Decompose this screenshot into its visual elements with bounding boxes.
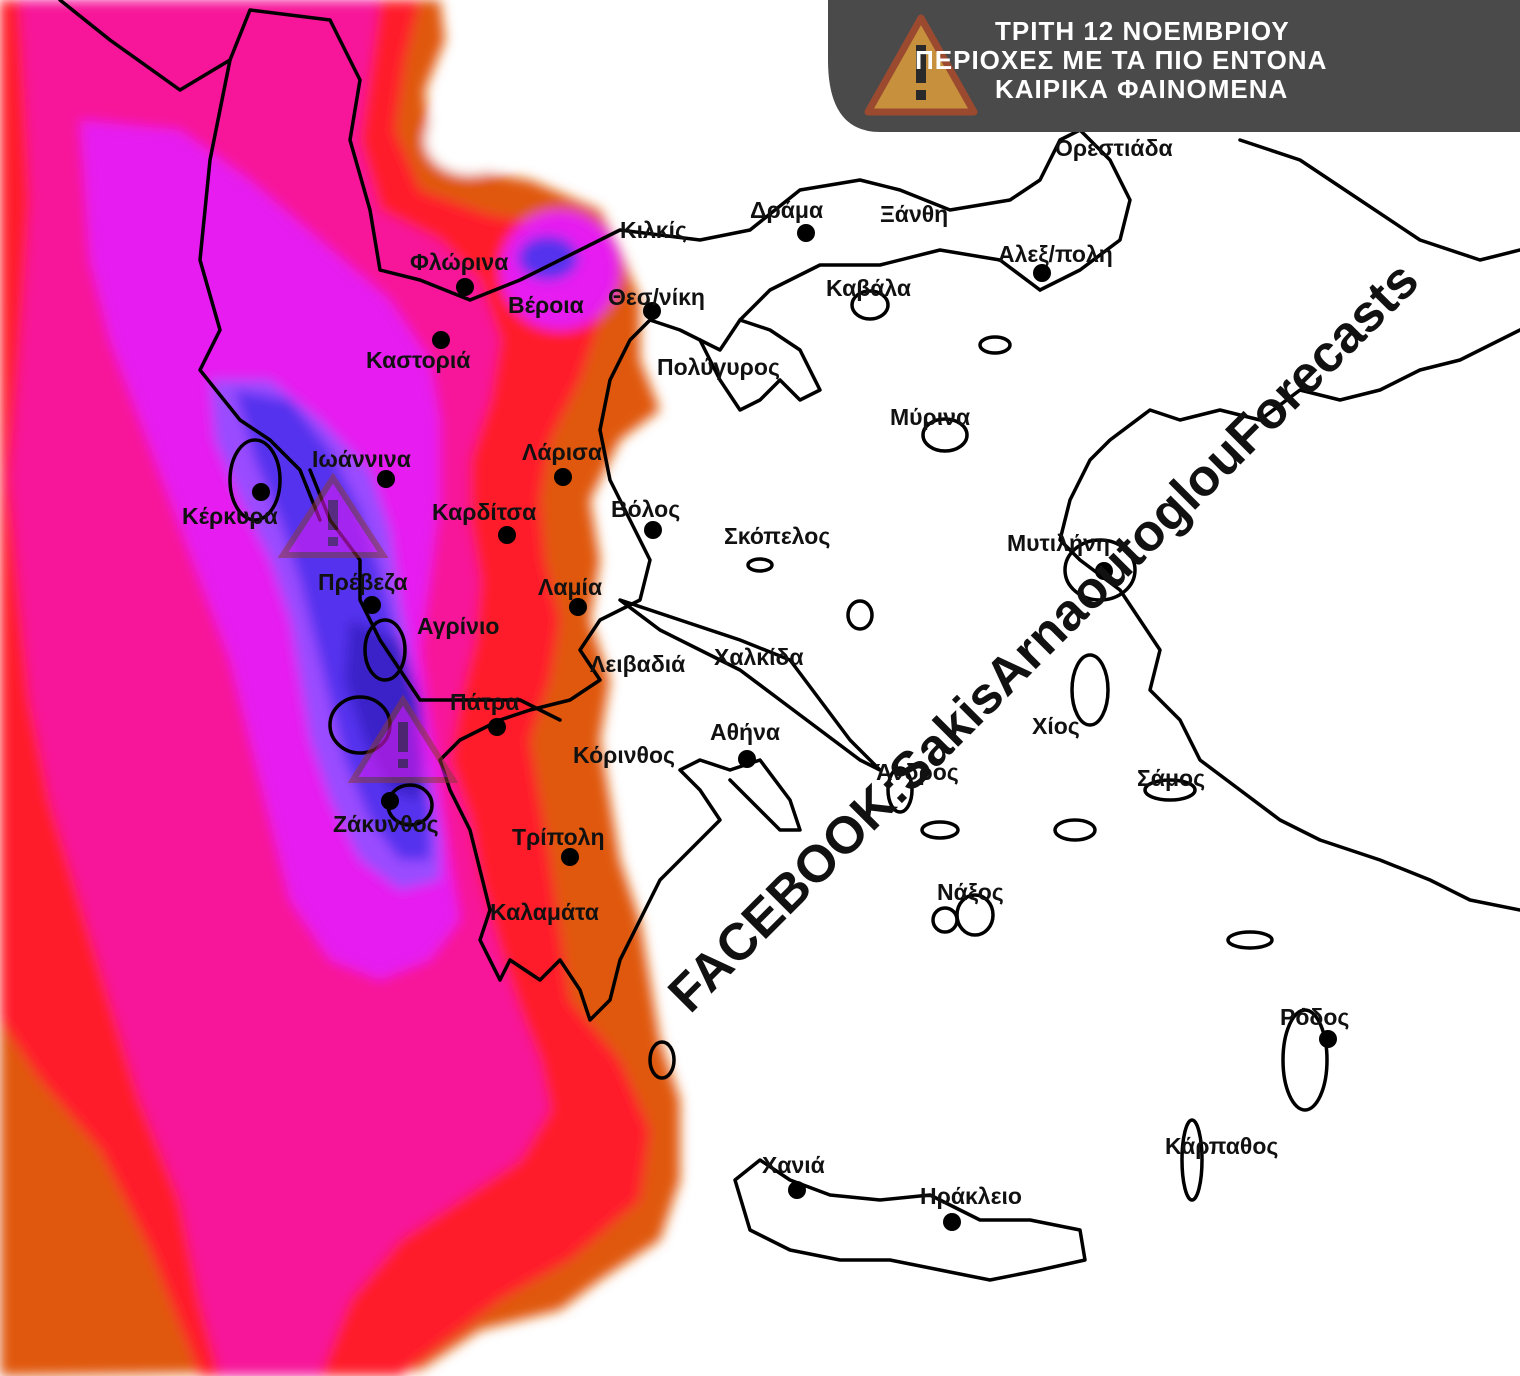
- city-dot: [363, 596, 381, 614]
- city-label-myrina: Μύρινα: [890, 404, 970, 430]
- warning-triangle-icon: [277, 472, 389, 558]
- city-label-volos: Βόλος: [611, 496, 680, 522]
- island-lemnos: [921, 417, 969, 453]
- city-dot: [252, 483, 270, 501]
- intensity-white-gap: [425, 105, 515, 175]
- island-corfu: [228, 438, 282, 522]
- city-label-kastoria: Καστοριά: [366, 347, 470, 373]
- city-dot: [381, 792, 399, 810]
- city-label-skopelos: Σκόπελος: [724, 523, 830, 549]
- banner-background: [828, 0, 1520, 132]
- city-dot: [554, 468, 572, 486]
- banner-line-3: ΚΑΙΡΙΚΑ ΦΑΙΝΟΜΕΝΑ: [995, 74, 1288, 104]
- banner-line-1: ΤΡΙΤΗ 12 ΝΟΕΜΒΡΙΟΥ: [995, 16, 1290, 46]
- city-dot: [569, 598, 587, 616]
- island-mykonos: [1053, 818, 1097, 842]
- city-dot: [797, 224, 815, 242]
- island-lesvos: [1063, 538, 1137, 602]
- city-label-karpathos: Κάρπαθος: [1165, 1133, 1278, 1159]
- city-label-chios: Χίος: [1032, 713, 1080, 739]
- border-turkey: [1238, 138, 1520, 262]
- city-label-drama: Δράμα: [750, 197, 823, 223]
- island-thasos: [850, 289, 890, 321]
- city-label-kavala: Καβάλα: [826, 275, 911, 301]
- island-kos: [1226, 930, 1274, 950]
- city-dot: [1319, 1030, 1337, 1048]
- city-label-thessaloniki: Θεσ/νίκη: [608, 284, 705, 310]
- city-label-samos: Σάμος: [1137, 765, 1205, 791]
- city-dot: [432, 331, 450, 349]
- island-paros: [931, 906, 959, 934]
- banner-line-2: ΠΕΡΙΟΧΕΣ ΜΕ ΤΑ ΠΙΟ ΕΝΤΟΝΑ: [915, 45, 1327, 75]
- island-skyros: [846, 599, 874, 631]
- city-label-xanthi: Ξάνθη: [880, 201, 948, 227]
- warning-triangle-icon: [347, 694, 459, 783]
- coast-chalkidiki: [698, 318, 822, 412]
- city-dot: [456, 278, 474, 296]
- city-label-mytilini: Μυτιλήνη: [1007, 530, 1110, 556]
- city-label-athina: Αθήνα: [710, 719, 780, 745]
- island-andros: [886, 766, 914, 814]
- city-label-leivadia: Λειβαδιά: [590, 651, 685, 677]
- city-dot: [377, 470, 395, 488]
- city-label-orestiada: Ορεστιάδα: [1055, 135, 1173, 161]
- map-warning-markers: [277, 472, 459, 783]
- city-label-kalamata: Καλαμάτα: [490, 899, 599, 925]
- city-dot: [498, 526, 516, 544]
- island-chios: [1070, 653, 1110, 727]
- city-label-lamia: Λαμία: [538, 574, 602, 600]
- city-label-alexandroupoli: Αλεξ/πολη: [998, 241, 1113, 267]
- precipitation-layer: [0, 0, 680, 1376]
- island-skopelos: [746, 557, 774, 573]
- city-dot: [738, 750, 756, 768]
- coast-evia: [618, 598, 882, 772]
- city-dot: [488, 718, 506, 736]
- city-label-agrinio: Αγρίνιο: [417, 613, 499, 639]
- city-label-kerkyra: Κέρκυρα: [182, 503, 278, 529]
- city-label-ioannina: Ιωάννινα: [312, 446, 411, 472]
- city-dot: [644, 521, 662, 539]
- island-samothraki: [978, 335, 1012, 355]
- city-label-patra: Πάτρα: [450, 689, 519, 715]
- city-dot: [1033, 264, 1051, 282]
- city-label-irakleio: Ηράκλειο: [920, 1183, 1022, 1209]
- island-crete: [733, 1158, 1087, 1282]
- city-label-rodos: Ρόδος: [1280, 1004, 1349, 1030]
- city-label-andros: Άνδρος: [876, 759, 959, 785]
- city-dot: [561, 848, 579, 866]
- border-north: [58, 0, 1132, 302]
- city-label-karditsa: Καρδίτσα: [432, 499, 536, 525]
- island-tinos: [920, 820, 960, 840]
- island-samos: [1143, 778, 1197, 802]
- city-label-kilkis: Κιλκίς: [620, 217, 687, 243]
- city-dot: [643, 302, 661, 320]
- city-label-polygyros: Πολύγυρος: [657, 354, 780, 380]
- city-dot: [943, 1213, 961, 1231]
- city-dot: [1095, 562, 1113, 580]
- city-label-korinthos: Κόρινθος: [573, 742, 675, 768]
- city-label-zakynthos: Ζάκυνθος: [333, 811, 439, 837]
- island-karpathos: [1180, 1118, 1204, 1202]
- city-label-chania: Χανιά: [762, 1152, 825, 1178]
- city-dot: [788, 1181, 806, 1199]
- intensity-blue-beroia: [518, 236, 578, 280]
- coast-turkey-west: [1058, 328, 1520, 912]
- city-label-tripoli: Τρίπολη: [512, 824, 605, 850]
- city-label-chalkida: Χαλκίδα: [714, 644, 804, 670]
- border-albania: [198, 58, 322, 522]
- city-markers: [252, 224, 1337, 1231]
- city-label-preveza: Πρέβεζα: [318, 569, 408, 595]
- coast-mainland: [438, 248, 1042, 1022]
- city-label-larisa: Λάρισα: [522, 439, 602, 465]
- island-lefkada: [363, 618, 407, 682]
- warning-triangle-icon: [864, 14, 978, 116]
- island-kythira: [648, 1040, 676, 1080]
- city-labels: Ορεστιάδα Κιλκίς Δράμα Ξάνθη Αλεξ/πολη Φ…: [182, 135, 1349, 1209]
- island-rhodes: [1281, 1008, 1329, 1112]
- title-banner: ΤΡΙΤΗ 12 ΝΟΕΜΒΡΙΟΥ ΠΕΡΙΟΧΕΣ ΜΕ ΤΑ ΠΙΟ ΕΝ…: [828, 0, 1520, 132]
- city-label-veroia: Βέροια: [508, 292, 584, 318]
- city-label-florina: Φλώρινα: [410, 249, 508, 275]
- city-label-naxos: Νάξος: [937, 879, 1004, 905]
